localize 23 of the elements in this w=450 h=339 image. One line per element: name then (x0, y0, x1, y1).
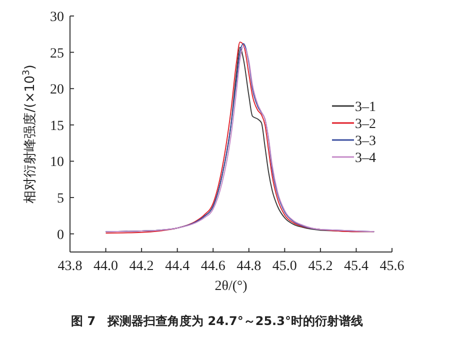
x-tick-label: 44.6 (200, 259, 226, 274)
y-tick-label: 25 (50, 46, 64, 62)
legend-label: 3–2 (355, 117, 376, 132)
y-tick-label: 20 (50, 82, 64, 98)
x-tick-label: 45.6 (380, 259, 404, 274)
x-tick-label: 44.2 (129, 259, 154, 274)
y-tick-label: 0 (57, 228, 64, 243)
legend-label: 3–1 (355, 100, 376, 115)
legend-label: 3–3 (355, 134, 376, 149)
text: 图 7 探测器扫查角度为 24.7°～25.3°时的衍射谱线 (71, 314, 363, 328)
legend-label: 3–4 (355, 151, 376, 166)
y-tick-label: 30 (50, 10, 64, 25)
x-tick-label: 44.8 (236, 259, 262, 274)
x-tick-label: 45.4 (344, 259, 368, 274)
y-tick-label: 5 (57, 192, 64, 207)
x-axis-title: 2θ/(°) (214, 279, 248, 294)
y-tick-label: 15 (50, 118, 64, 134)
x-tick-label: 44.0 (94, 259, 118, 274)
x-tick-label: 43.8 (58, 259, 82, 274)
x-tick-label: 45.0 (272, 259, 297, 274)
x-tick-label: 44.4 (165, 259, 190, 274)
x-tick-label: 45.2 (308, 259, 333, 274)
y-tick-label: 10 (50, 155, 64, 170)
